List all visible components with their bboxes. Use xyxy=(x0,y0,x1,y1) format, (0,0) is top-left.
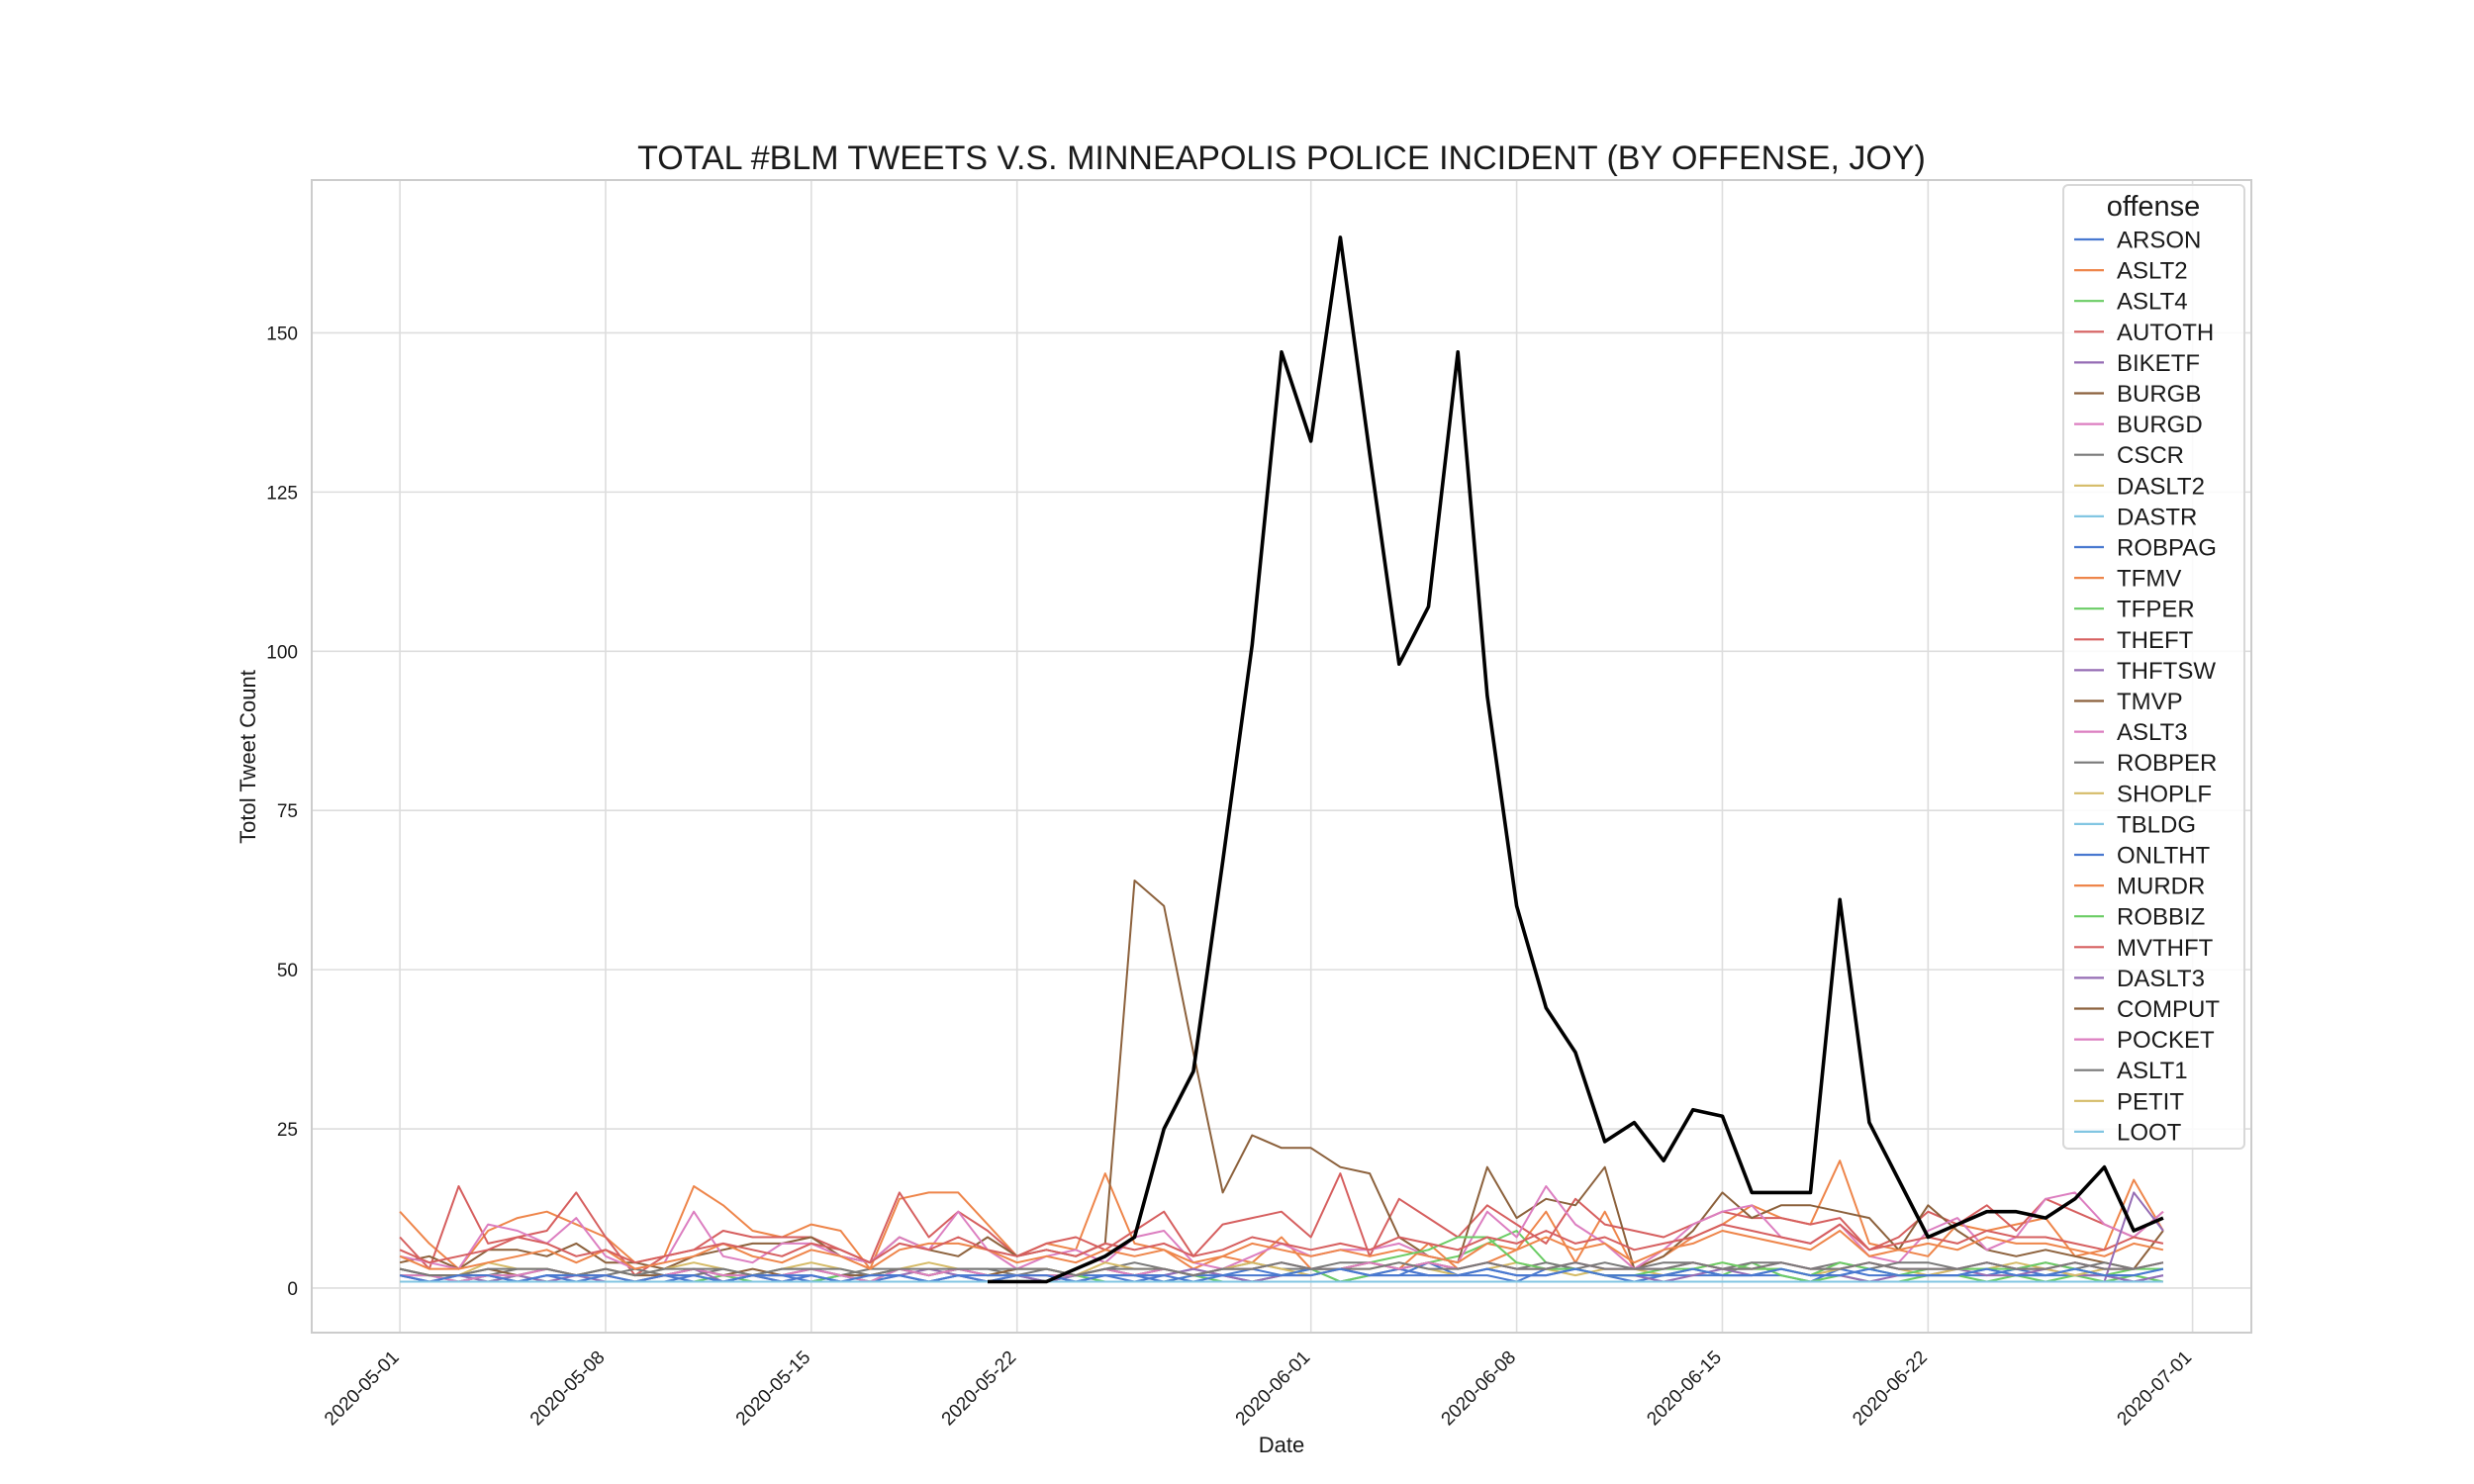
series-line-robper xyxy=(399,1261,2164,1277)
legend-label-daslt2: DASLT2 xyxy=(2117,473,2205,500)
y-axis-label: Totol Tweet Count xyxy=(236,670,260,844)
legend-items: ARSON ASLT2 ASLT4 AUTOTH BIKETF BURGB BURGD CSC… xyxy=(2074,228,2220,1146)
plot-frame xyxy=(311,179,2252,1334)
x-tick-label: 2020-05-15 xyxy=(732,1347,815,1431)
legend-label-comput: COMPUT xyxy=(2117,996,2220,1023)
x-tick-label: 2020-05-22 xyxy=(938,1347,1021,1431)
legend-label-tbldg: TBLDG xyxy=(2117,811,2196,838)
legend-label-onltht: ONLTHT xyxy=(2117,843,2211,870)
legend-label-biketf: BIKETF xyxy=(2117,350,2200,377)
legend-label-dastr: DASTR xyxy=(2117,504,2197,530)
legend-label-aslt3: ASLT3 xyxy=(2117,719,2188,746)
legend-label-mvthft: MVTHFT xyxy=(2117,935,2214,962)
legend-label-daslt3: DASLT3 xyxy=(2117,966,2205,992)
y-tick-label: 75 xyxy=(277,801,298,822)
y-tick-label: 125 xyxy=(266,483,298,504)
legend-label-burgd: BURGD xyxy=(2117,412,2203,438)
legend-label-shoplf: SHOPLF xyxy=(2117,781,2212,807)
legend-label-cscr: CSCR xyxy=(2117,442,2184,469)
legend: offense ARSON ASLT2 ASLT4 AUTOTH BIKETF BURGB… xyxy=(2062,184,2245,1150)
x-tick-label: 2020-06-22 xyxy=(1849,1347,1932,1431)
x-tick-label: 2020-06-01 xyxy=(1232,1347,1315,1431)
tweets-total-line xyxy=(988,235,2164,1284)
series-line-autoth xyxy=(399,1172,2164,1277)
legend-label-murdr: MURDR xyxy=(2117,874,2205,900)
legend-label-thftsw: THFTSW xyxy=(2117,658,2216,685)
legend-title: offense xyxy=(2107,191,2201,223)
series-line-theft xyxy=(399,1223,2164,1264)
legend-label-tmvp: TMVP xyxy=(2117,689,2183,715)
legend-label-tfper: TFPER xyxy=(2117,597,2195,623)
legend-label-aslt4: ASLT4 xyxy=(2117,289,2188,316)
legend-label-burgb: BURGB xyxy=(2117,381,2201,408)
axis-ticks: 0 25 50 75 100 125 150 2020-05-01 2020-05-08 2020… xyxy=(266,324,2196,1430)
grid xyxy=(312,180,2251,1333)
series-line-aslt3 xyxy=(400,1261,2164,1283)
legend-label-aslt2: ASLT2 xyxy=(2117,258,2188,285)
x-tick-label: 2020-07-01 xyxy=(2114,1347,2197,1431)
legend-label-robbiz: ROBBIZ xyxy=(2117,904,2205,931)
x-tick-label: 2020-06-08 xyxy=(1438,1347,1521,1431)
legend-label-tfmv: TFMV xyxy=(2117,566,2181,593)
y-tick-label: 150 xyxy=(266,324,298,344)
legend-label-loot: LOOT xyxy=(2117,1119,2182,1146)
x-tick-label: 2020-05-08 xyxy=(526,1347,610,1431)
series-line-aslt2 xyxy=(399,1159,2164,1270)
series-lines xyxy=(399,235,2164,1284)
legend-label-arson: ARSON xyxy=(2117,228,2201,254)
legend-label-theft: THEFT xyxy=(2117,627,2194,654)
series-line-tfmv xyxy=(399,1230,2164,1270)
y-tick-label: 100 xyxy=(266,642,298,663)
x-axis-label: Date xyxy=(1259,1433,1304,1457)
y-tick-label: 0 xyxy=(287,1279,298,1300)
chart-title: TOTAL #BLM TWEETS V.S. MINNEAPOLIS POLIC… xyxy=(637,139,1926,177)
series-line-arson xyxy=(399,1261,2164,1283)
legend-label-aslt1: ASLT1 xyxy=(2117,1058,2188,1084)
y-tick-label: 50 xyxy=(277,961,298,981)
legend-label-petit: PETIT xyxy=(2117,1088,2184,1115)
legend-label-robpag: ROBPAG xyxy=(2117,535,2217,562)
x-tick-label: 2020-05-01 xyxy=(321,1347,404,1431)
legend-box xyxy=(2062,184,2245,1150)
series-line-onltht xyxy=(399,1267,2164,1283)
legend-label-autoth: AUTOTH xyxy=(2117,320,2214,346)
legend-label-pocket: POCKET xyxy=(2117,1027,2215,1054)
y-tick-label: 25 xyxy=(277,1120,298,1141)
legend-label-robper: ROBPER xyxy=(2117,750,2217,777)
x-tick-label: 2020-06-15 xyxy=(1643,1347,1726,1431)
